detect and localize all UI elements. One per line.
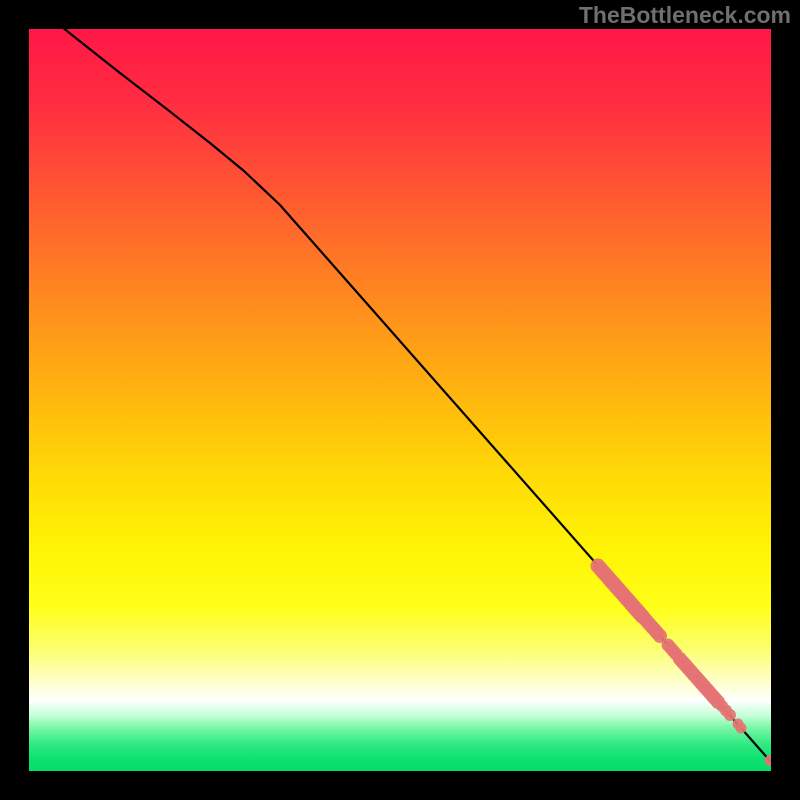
gradient-area bbox=[29, 29, 771, 771]
watermark-text: TheBottleneck.com bbox=[579, 2, 791, 29]
plot-svg bbox=[0, 0, 800, 800]
data-point bbox=[736, 723, 747, 734]
data-point bbox=[724, 709, 736, 721]
chart-stage: TheBottleneck.com bbox=[0, 0, 800, 800]
data-point bbox=[765, 755, 776, 766]
